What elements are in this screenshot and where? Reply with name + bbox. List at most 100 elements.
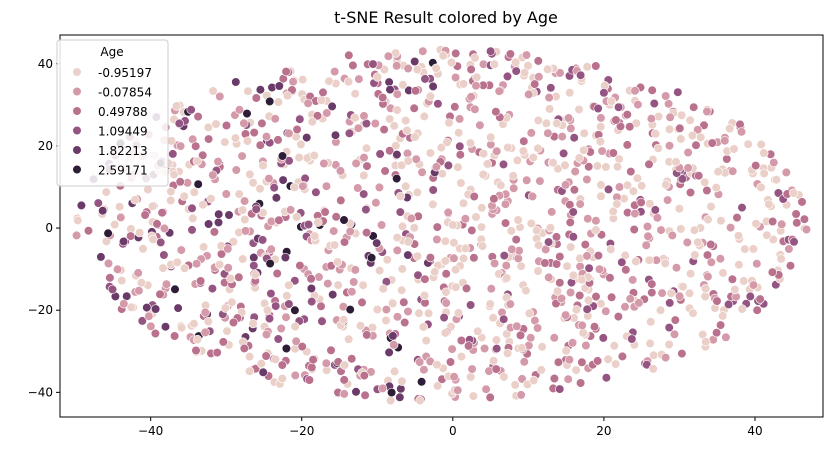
scatter-point [669,329,680,339]
scatter-point [614,154,624,164]
scatter-point [168,149,178,159]
scatter-point [208,170,218,180]
scatter-point [673,87,683,97]
scatter-point [700,291,710,302]
scatter-point [453,162,463,172]
scatter-point [282,91,293,101]
scatter-point [482,159,493,169]
scatter-point [440,236,451,246]
scatter-point [449,372,459,382]
scatter-point [716,216,726,226]
scatter-point [432,234,442,245]
scatter-point [316,95,327,105]
scatter-point [715,254,726,264]
scatter-point [192,334,203,345]
scatter-point [348,60,358,71]
scatter-point [543,128,553,138]
scatter-point [562,261,572,271]
scatter-point [568,270,579,280]
scatter-point [277,374,287,384]
scatter-point [575,70,586,80]
scatter-point [700,177,710,187]
scatter-point [344,128,355,138]
scatter-point [242,136,253,146]
scatter-point [234,189,244,199]
scatter-point [359,153,369,163]
scatter-point [671,157,681,167]
scatter-point [773,188,784,198]
scatter-point [156,237,166,247]
scatter-point [528,153,538,163]
scatter-point [298,181,308,191]
scatter-point [545,223,556,233]
scatter-point [648,364,658,374]
scatter-point [527,191,538,201]
scatter-point [781,167,791,177]
scatter-point [191,141,201,151]
scatter-point [491,335,502,345]
scatter-point [603,354,613,364]
scatter-point [344,50,354,60]
scatter-point [198,200,208,210]
scatter-point [383,51,394,61]
scatter-point [419,111,429,121]
scatter-point [110,220,120,230]
scatter-point [251,204,261,214]
scatter-point [425,91,436,101]
scatter-point [371,198,381,208]
scatter-point [644,255,654,265]
scatter-point [189,319,199,329]
y-tick-label: −40 [28,385,53,399]
points-layer [71,45,812,406]
scatter-point [524,308,535,319]
legend-box [56,39,169,187]
scatter-point [231,165,241,175]
scatter-point [390,366,400,377]
scatter-point [377,220,387,230]
scatter-point [660,258,670,269]
scatter-point [490,258,500,269]
scatter-point [417,377,427,387]
scatter-point [410,56,420,67]
scatter-point [702,106,712,117]
scatter-point [664,141,675,151]
scatter-point [723,299,734,310]
scatter-point [551,232,562,242]
scatter-point [186,105,196,115]
scatter-point [660,353,671,363]
scatter-point [499,372,509,382]
scatter-point [350,89,360,99]
scatter-point [460,214,471,224]
scatter-point [464,341,474,351]
scatter-point [601,306,611,316]
scatter-point [151,304,161,314]
scatter-point [388,331,398,341]
scatter-point [418,322,429,332]
scatter-point [103,258,114,269]
scatter-point [455,150,465,160]
scatter-point [759,148,769,158]
chart-title: t-SNE Result colored by Age [334,8,558,27]
scatter-point [553,357,564,367]
scatter-point [478,169,488,180]
scatter-point [776,254,786,264]
scatter-point [396,384,406,394]
scatter-point [176,141,186,151]
scatter-point [350,113,360,123]
legend-label: -0.95197 [98,66,152,80]
scatter-point [170,284,180,294]
scatter-point [485,392,495,403]
scatter-point [467,225,477,235]
scatter-point [333,257,343,267]
scatter-point [515,330,526,340]
scatter-point [646,114,657,124]
scatter-point [570,166,580,177]
scatter-point [670,315,680,325]
scatter-point [323,279,333,289]
scatter-point [612,162,623,172]
scatter-point [513,215,523,225]
scatter-point [397,285,407,295]
scatter-point [661,91,671,101]
